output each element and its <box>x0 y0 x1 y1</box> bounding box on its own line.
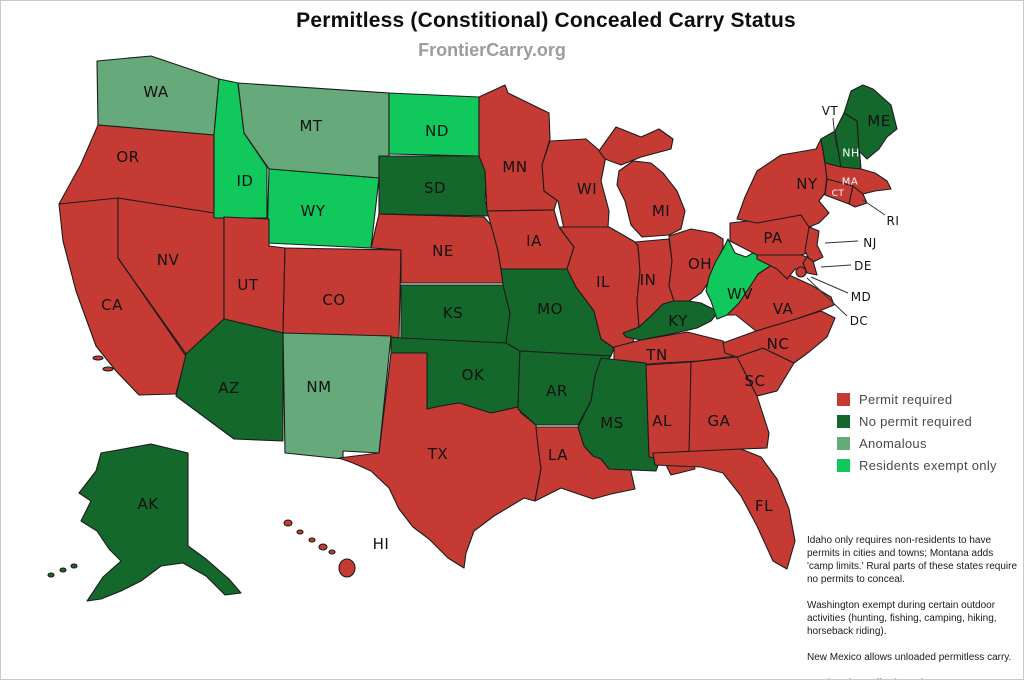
state-label-WI: WI <box>577 180 597 198</box>
state-label-NJ: NJ <box>863 236 877 250</box>
leader-line-MD <box>810 276 849 294</box>
state-label-MO: MO <box>537 300 563 318</box>
state-label-AZ: AZ <box>218 379 240 397</box>
state-label-NE: NE <box>432 242 454 260</box>
state-label-NV: NV <box>157 251 180 269</box>
state-label-CO: CO <box>322 291 345 309</box>
state-WV <box>705 238 774 320</box>
leader-line-DE <box>820 264 852 268</box>
state-label-CT: CT <box>832 189 845 199</box>
state-label-MS: MS <box>600 414 623 432</box>
state-label-KS: KS <box>443 304 463 322</box>
leader-line-VT <box>832 117 837 148</box>
state-DC <box>795 266 807 278</box>
state-NM <box>282 332 392 460</box>
state-label-LA: LA <box>548 446 568 464</box>
state-label-MT: MT <box>299 117 322 135</box>
state-HI <box>283 519 356 578</box>
page-subtitle: FrontierCarry.org <box>418 40 566 60</box>
state-label-OH: OH <box>688 255 712 273</box>
legend-row-no_permit: No permit required <box>837 410 997 432</box>
state-label-OR: OR <box>116 148 139 166</box>
state-label-NH: NH <box>842 147 860 160</box>
state-FL <box>652 448 796 570</box>
footnote-4: South Dakota effective July 1, 2019. Okl… <box>807 677 1019 679</box>
legend-label-exempt: Residents exempt only <box>859 457 997 473</box>
state-NJ <box>804 226 824 264</box>
state-label-NC: NC <box>767 335 790 353</box>
leader-line-DC <box>806 277 848 317</box>
page-title: Permitless (Constitional) Concealed Carr… <box>296 9 796 32</box>
state-label-DE: DE <box>854 259 872 273</box>
state-label-VA: VA <box>773 300 794 318</box>
legend: Permit required No permit required Anomalo… <box>837 388 997 476</box>
state-label-KY: KY <box>668 312 688 330</box>
state-AK <box>47 443 242 602</box>
state-label-UT: UT <box>237 276 258 294</box>
legend-label-no_permit: No permit required <box>859 413 973 429</box>
state-RI <box>848 185 868 208</box>
state-label-AL: AL <box>652 412 672 430</box>
state-label-WV: WV <box>727 285 753 303</box>
legend-swatch-anomalous <box>837 436 850 450</box>
legend-row-anomalous: Anomalous <box>837 432 997 454</box>
state-label-ND: ND <box>425 122 449 140</box>
legend-row-exempt: Residents exempt only <box>837 454 997 476</box>
legend-swatch-no_permit <box>837 414 850 428</box>
state-label-SD: SD <box>424 179 446 197</box>
footnote-1: Idaho only requires non-residents to hav… <box>807 535 1018 585</box>
state-label-SC: SC <box>745 372 766 390</box>
state-label-MA: MA <box>842 177 858 188</box>
state-label-VT: VT <box>822 104 839 118</box>
state-label-MD: MD <box>851 290 872 304</box>
leader-line-RI <box>862 199 886 216</box>
state-label-IN: IN <box>640 271 657 289</box>
state-label-MN: MN <box>502 158 527 176</box>
legend-swatch-exempt <box>837 458 850 472</box>
state-label-ME: ME <box>867 112 890 130</box>
state-label-IA: IA <box>526 232 542 250</box>
legend-row-permit: Permit required <box>837 388 997 410</box>
state-label-TN: TN <box>645 346 667 364</box>
leader-line-NJ <box>824 240 859 244</box>
state-TX <box>338 352 542 569</box>
state-label-TX: TX <box>427 445 448 463</box>
state-label-PA: PA <box>763 229 783 247</box>
footnote-3: New Mexico allows unloaded permitless ca… <box>807 652 1012 663</box>
state-label-FL: FL <box>755 497 773 515</box>
state-label-IL: IL <box>596 273 610 291</box>
footnote-2: Washington exempt during certain outdoor… <box>807 600 997 637</box>
state-label-WA: WA <box>143 83 169 101</box>
state-label-DC: DC <box>850 314 869 328</box>
state-label-CA: CA <box>101 296 123 314</box>
state-label-NY: NY <box>796 175 818 193</box>
state-label-RI: RI <box>887 214 900 228</box>
state-label-ID: ID <box>237 172 254 190</box>
state-label-WY: WY <box>301 202 326 220</box>
state-label-MI: MI <box>652 202 670 220</box>
state-label-NM: NM <box>306 378 331 396</box>
state-ME <box>843 84 898 160</box>
state-label-GA: GA <box>708 412 731 430</box>
state-label-AR: AR <box>546 382 568 400</box>
state-MI <box>598 126 686 238</box>
state-label-OK: OK <box>462 366 485 384</box>
state-label-HI: HI <box>373 535 390 553</box>
legend-swatch-permit <box>837 392 850 406</box>
footnotes: Idaho only requires non-residents to hav… <box>807 534 1019 679</box>
legend-label-anomalous: Anomalous <box>859 435 927 451</box>
state-MD <box>756 254 808 280</box>
state-label-AK: AK <box>137 495 159 513</box>
legend-label-permit: Permit required <box>859 391 953 407</box>
